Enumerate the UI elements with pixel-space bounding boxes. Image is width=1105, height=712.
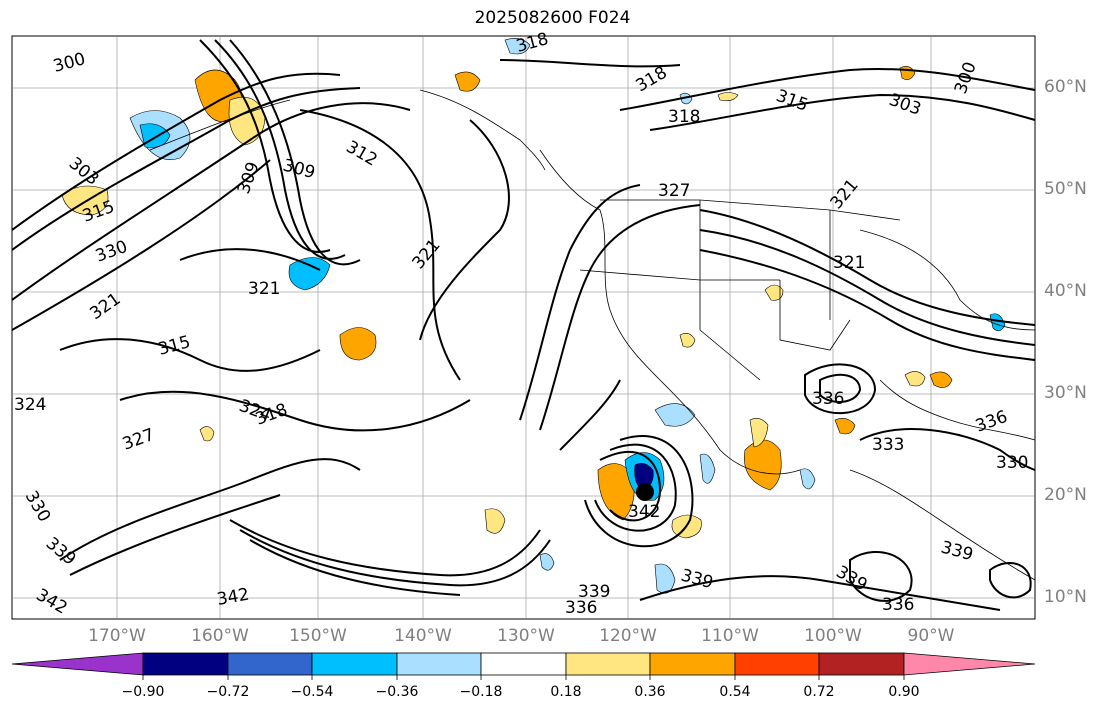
contour-label: 336 bbox=[882, 595, 914, 615]
lon-label: 90°W bbox=[907, 626, 955, 646]
lat-label: 60°N bbox=[1044, 77, 1087, 97]
lat-label: 10°N bbox=[1044, 587, 1087, 607]
contour-label: 333 bbox=[872, 435, 904, 455]
lon-label: 170°W bbox=[88, 626, 146, 646]
lon-label: 110°W bbox=[701, 626, 759, 646]
contour-label: 336 bbox=[812, 389, 844, 409]
colorbar bbox=[11, 652, 1036, 680]
colorbar-swatch bbox=[649, 652, 736, 676]
colorbar-swatch bbox=[565, 652, 651, 676]
lon-label: 140°W bbox=[394, 626, 452, 646]
colorbar-tick-label: −0.72 bbox=[206, 684, 250, 700]
contour-label: 342 bbox=[628, 502, 660, 522]
lat-label: 40°N bbox=[1044, 281, 1087, 301]
lon-label: 100°W bbox=[804, 626, 862, 646]
contour-label: 324 bbox=[14, 395, 46, 415]
colorbar-swatch bbox=[142, 652, 229, 676]
colorbar-high-extension bbox=[903, 652, 1036, 676]
lon-label: 150°W bbox=[289, 626, 347, 646]
colorbar-tick-label: 0.90 bbox=[888, 684, 920, 700]
colorbar-swatch bbox=[734, 652, 820, 676]
contour-label: 339 bbox=[578, 582, 610, 602]
colorbar-tick-label: −0.90 bbox=[121, 684, 165, 700]
chart-title: 2025082600 F024 bbox=[474, 8, 631, 28]
colorbar-tick-label: 0.36 bbox=[634, 684, 666, 700]
colorbar-swatch bbox=[818, 652, 905, 676]
contour-label: 321 bbox=[833, 253, 865, 273]
grid-lines bbox=[12, 36, 1035, 619]
contour-label: 321 bbox=[248, 279, 280, 299]
colorbar-swatch bbox=[311, 652, 398, 676]
colorbar-tick-label: 0.18 bbox=[550, 684, 582, 700]
colorbar-tick-label: −0.54 bbox=[290, 684, 334, 700]
colorbar-swatch bbox=[396, 652, 482, 676]
lat-label: 20°N bbox=[1044, 485, 1087, 505]
contour-label: 336 bbox=[565, 598, 597, 618]
storm-center-marker bbox=[636, 483, 654, 501]
colorbar-swatch bbox=[227, 652, 313, 676]
negative-shading bbox=[129, 38, 1006, 594]
lat-label: 50°N bbox=[1044, 179, 1087, 199]
colorbar-swatch bbox=[480, 652, 567, 676]
colorbar-tick-label: −0.36 bbox=[375, 684, 419, 700]
contour-label: 318 bbox=[668, 107, 700, 127]
lon-label: 120°W bbox=[599, 626, 657, 646]
coastlines bbox=[149, 89, 1035, 581]
contour-label: 327 bbox=[658, 181, 690, 201]
colorbar-tick-label: 0.54 bbox=[719, 684, 751, 700]
colorbar-low-extension bbox=[11, 652, 144, 676]
colorbar-tick-label: −0.18 bbox=[459, 684, 503, 700]
lon-label: 130°W bbox=[497, 626, 555, 646]
colorbar-tick-label: 0.72 bbox=[803, 684, 835, 700]
lat-label: 30°N bbox=[1044, 383, 1087, 403]
lon-label: 160°W bbox=[191, 626, 249, 646]
contour-label: 330 bbox=[996, 453, 1028, 473]
